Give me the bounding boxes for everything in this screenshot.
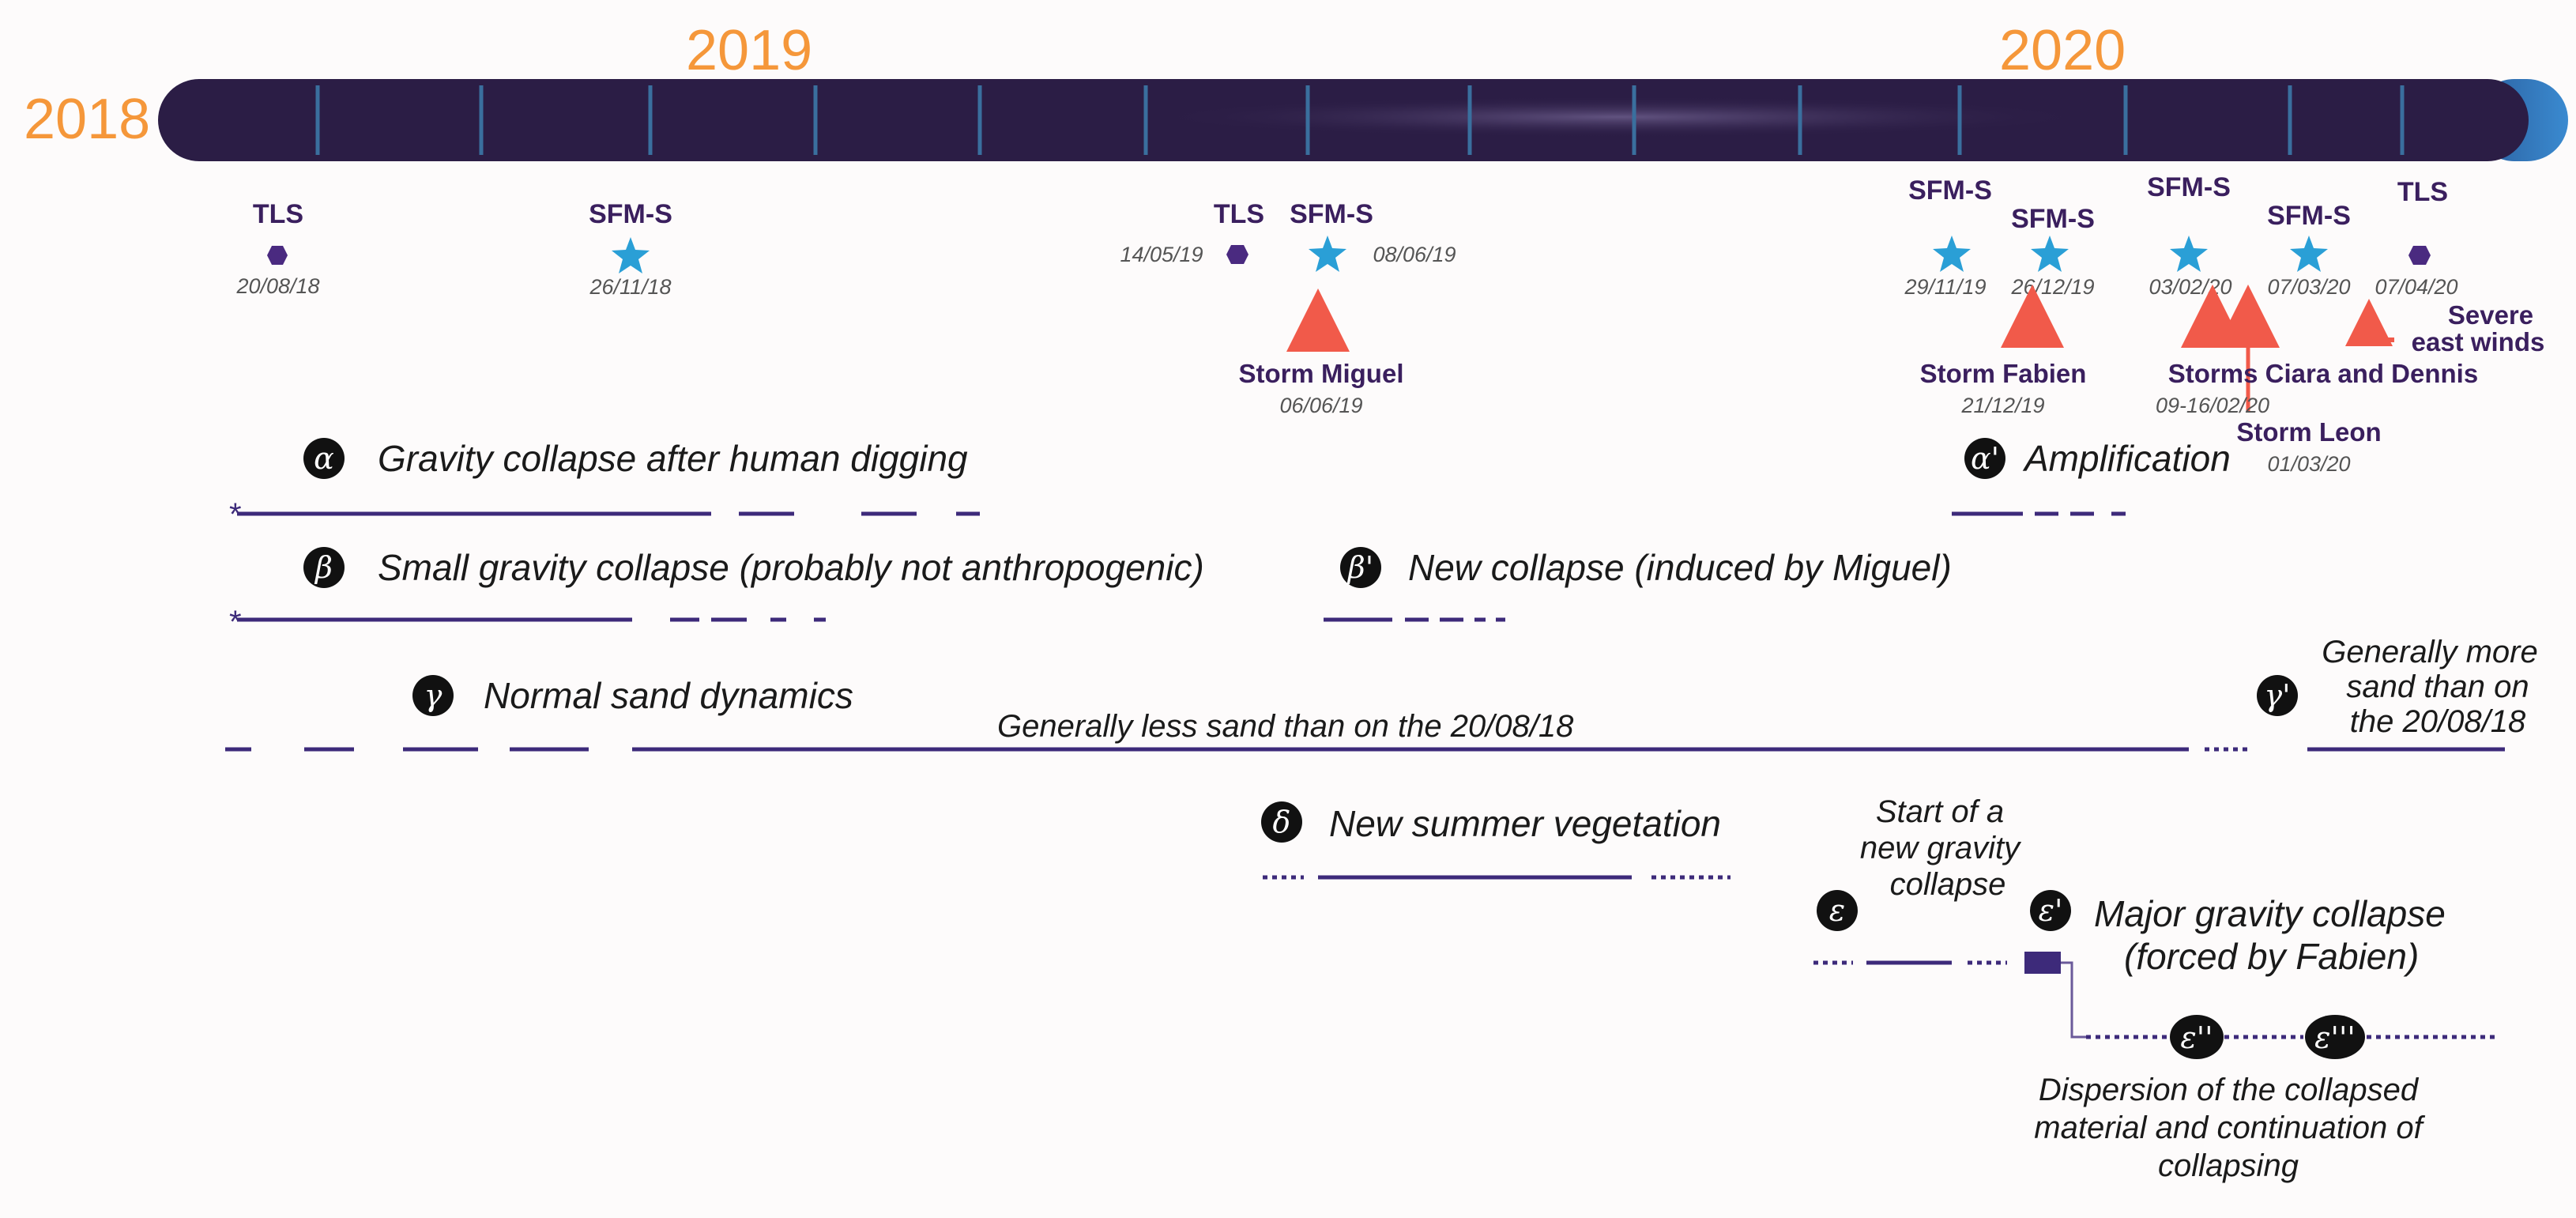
hexagon-icon — [267, 246, 288, 265]
phase-note-line3: collapse — [1890, 867, 2006, 902]
event-name: Storm Miguel — [1238, 359, 1403, 388]
event-storms-ciara-dennis: Storms Ciara and Dennis 09-16/02/20 — [2156, 285, 2478, 417]
phase-epsilon: Start of a new gravity collapse ε — [1813, 794, 2022, 965]
survey-date: 14/05/19 — [1120, 243, 1203, 266]
phase-label-line1: Major gravity collapse — [2094, 893, 2446, 934]
phase-alpha-prime: α' Amplification — [1952, 438, 2231, 516]
hexagon-icon — [2408, 246, 2431, 265]
survey-sfm-4: SFM-S 26/12/19 — [2010, 204, 2094, 299]
phase-note-line2: sand than on — [2346, 669, 2529, 704]
phase-symbol-3: ε''' — [2314, 1020, 2356, 1055]
phase-symbol: γ' — [2264, 678, 2290, 713]
survey-type: TLS — [1214, 199, 1264, 229]
phase-label: Gravity collapse after human digging — [378, 438, 968, 479]
phase-alpha: α Gravity collapse after human digging * — [229, 438, 980, 532]
phase-symbol: β' — [1346, 550, 1373, 585]
hexagon-icon — [1226, 245, 1248, 264]
year-2020: 2020 — [1999, 19, 2126, 82]
event-storm-miguel: Storm Miguel 06/06/19 — [1238, 288, 1404, 417]
svg-text:*: * — [229, 497, 242, 532]
phase-beta-prime: β' New collapse (induced by Miguel) — [1324, 547, 1952, 622]
phase-label: New summer vegetation — [1329, 803, 1721, 844]
phase-symbol: α — [314, 441, 334, 476]
phase-symbol: α' — [1971, 441, 1999, 476]
phase-epsilon-dispersion: ε'' ε''' Dispersion of the collapsed mat… — [2034, 1015, 2497, 1183]
phase-note: Generally less sand than on the 20/08/18 — [997, 709, 1574, 744]
survey-date: 26/11/18 — [589, 275, 671, 299]
survey-sfm-5: SFM-S 03/02/20 — [2147, 172, 2231, 299]
month-ticks — [315, 85, 2405, 155]
survey-date: 08/06/19 — [1373, 243, 1456, 266]
phase-symbol-2: ε'' — [2180, 1020, 2213, 1055]
survey-sfm-6: SFM-S 07/03/20 — [2267, 201, 2351, 299]
event-name: Storms Ciara and Dennis — [2168, 359, 2478, 388]
event-storm-leon: Storm Leon 01/03/20 — [2236, 417, 2381, 476]
survey-date: 26/12/19 — [2010, 275, 2094, 299]
star-icon — [2031, 236, 2069, 272]
star-icon — [1933, 236, 1971, 272]
phase-label: Normal sand dynamics — [484, 675, 853, 716]
phase-note-line2: new gravity — [1860, 831, 2022, 865]
phase-epsilon-prime: ε' Major gravity collapse (forced by Fab… — [2024, 890, 2446, 1039]
timeline-bar — [158, 79, 2568, 161]
event-date: 06/06/19 — [1279, 394, 1362, 417]
phase-delta: δ New summer vegetation — [1261, 801, 1731, 880]
phase-note-line1: Generally more — [2322, 635, 2537, 669]
event-name: Storm Fabien — [1920, 359, 2087, 388]
phase-symbol: β — [314, 550, 333, 585]
survey-date: 03/02/20 — [2149, 275, 2231, 299]
phase-label: Small gravity collapse (probably not ant… — [378, 547, 1204, 588]
survey-date: 07/04/20 — [2375, 275, 2457, 299]
phase-note-line1: Start of a — [1876, 794, 2004, 829]
phase-symbol: ε — [1829, 893, 1845, 928]
dispersion-line1: Dispersion of the collapsed — [2039, 1073, 2420, 1107]
svg-text:*: * — [229, 605, 242, 639]
survey-sfm-3: SFM-S 29/11/19 — [1904, 175, 1991, 299]
dispersion-line2: material and continuation of — [2034, 1111, 2425, 1145]
phase-label: Amplification — [2022, 438, 2231, 479]
event-date: 09-16/02/20 — [2156, 394, 2269, 417]
phase-gamma-prime: γ' Generally more sand than on the 20/08… — [2257, 635, 2538, 739]
dispersion-line3: collapsing — [2158, 1148, 2299, 1183]
phase-symbol: γ — [424, 678, 443, 713]
survey-type: SFM-S — [2011, 204, 2095, 234]
survey-tls-1: TLS 20/08/18 — [235, 199, 319, 298]
phase-symbol: ε' — [2039, 893, 2063, 928]
phase-label: New collapse (induced by Miguel) — [1408, 547, 1952, 588]
survey-date: 20/08/18 — [235, 274, 319, 298]
arrow-up-icon — [2345, 299, 2394, 346]
event-name: Storm Leon — [2236, 417, 2381, 447]
event-storm-fabien: Storm Fabien 21/12/19 — [1920, 285, 2087, 417]
event-label-line2: east winds — [2412, 327, 2545, 356]
survey-type: SFM-S — [589, 199, 672, 229]
survey-tls-3: TLS 07/04/20 — [2375, 177, 2457, 299]
star-icon — [2170, 236, 2208, 272]
event-date: 01/03/20 — [2267, 452, 2350, 476]
phase-gamma: γ Normal sand dynamics Generally less sa… — [225, 675, 2505, 752]
survey-type: SFM-S — [2267, 201, 2351, 231]
survey-tls-2: TLS 14/05/19 — [1120, 199, 1264, 266]
survey-type: SFM-S — [1908, 175, 1992, 206]
survey-type: TLS — [2397, 177, 2448, 207]
survey-type: TLS — [253, 199, 303, 229]
phase-note-line3: the 20/08/18 — [2350, 704, 2526, 739]
survey-type: SFM-S — [2147, 172, 2231, 202]
phase-label-line2: (forced by Fabien) — [2124, 936, 2419, 977]
year-2018: 2018 — [24, 88, 150, 151]
survey-date: 29/11/19 — [1904, 275, 1986, 299]
survey-sfm-1: SFM-S 26/11/18 — [589, 199, 672, 299]
phase-symbol: δ — [1273, 805, 1291, 839]
survey-date: 07/03/20 — [2267, 275, 2350, 299]
event-east-winds: Severe east winds — [2345, 299, 2545, 356]
star-icon — [1309, 236, 1346, 272]
survey-type: SFM-S — [1290, 199, 1373, 229]
survey-sfm-2: SFM-S 08/06/19 — [1290, 199, 1456, 272]
event-label-line1: Severe — [2448, 300, 2533, 330]
event-date: 21/12/19 — [1960, 394, 2044, 417]
star-icon — [2290, 236, 2328, 272]
year-2019: 2019 — [686, 19, 812, 82]
phase-beta: β Small gravity collapse (probably not a… — [229, 547, 1204, 639]
star-icon — [612, 237, 650, 273]
